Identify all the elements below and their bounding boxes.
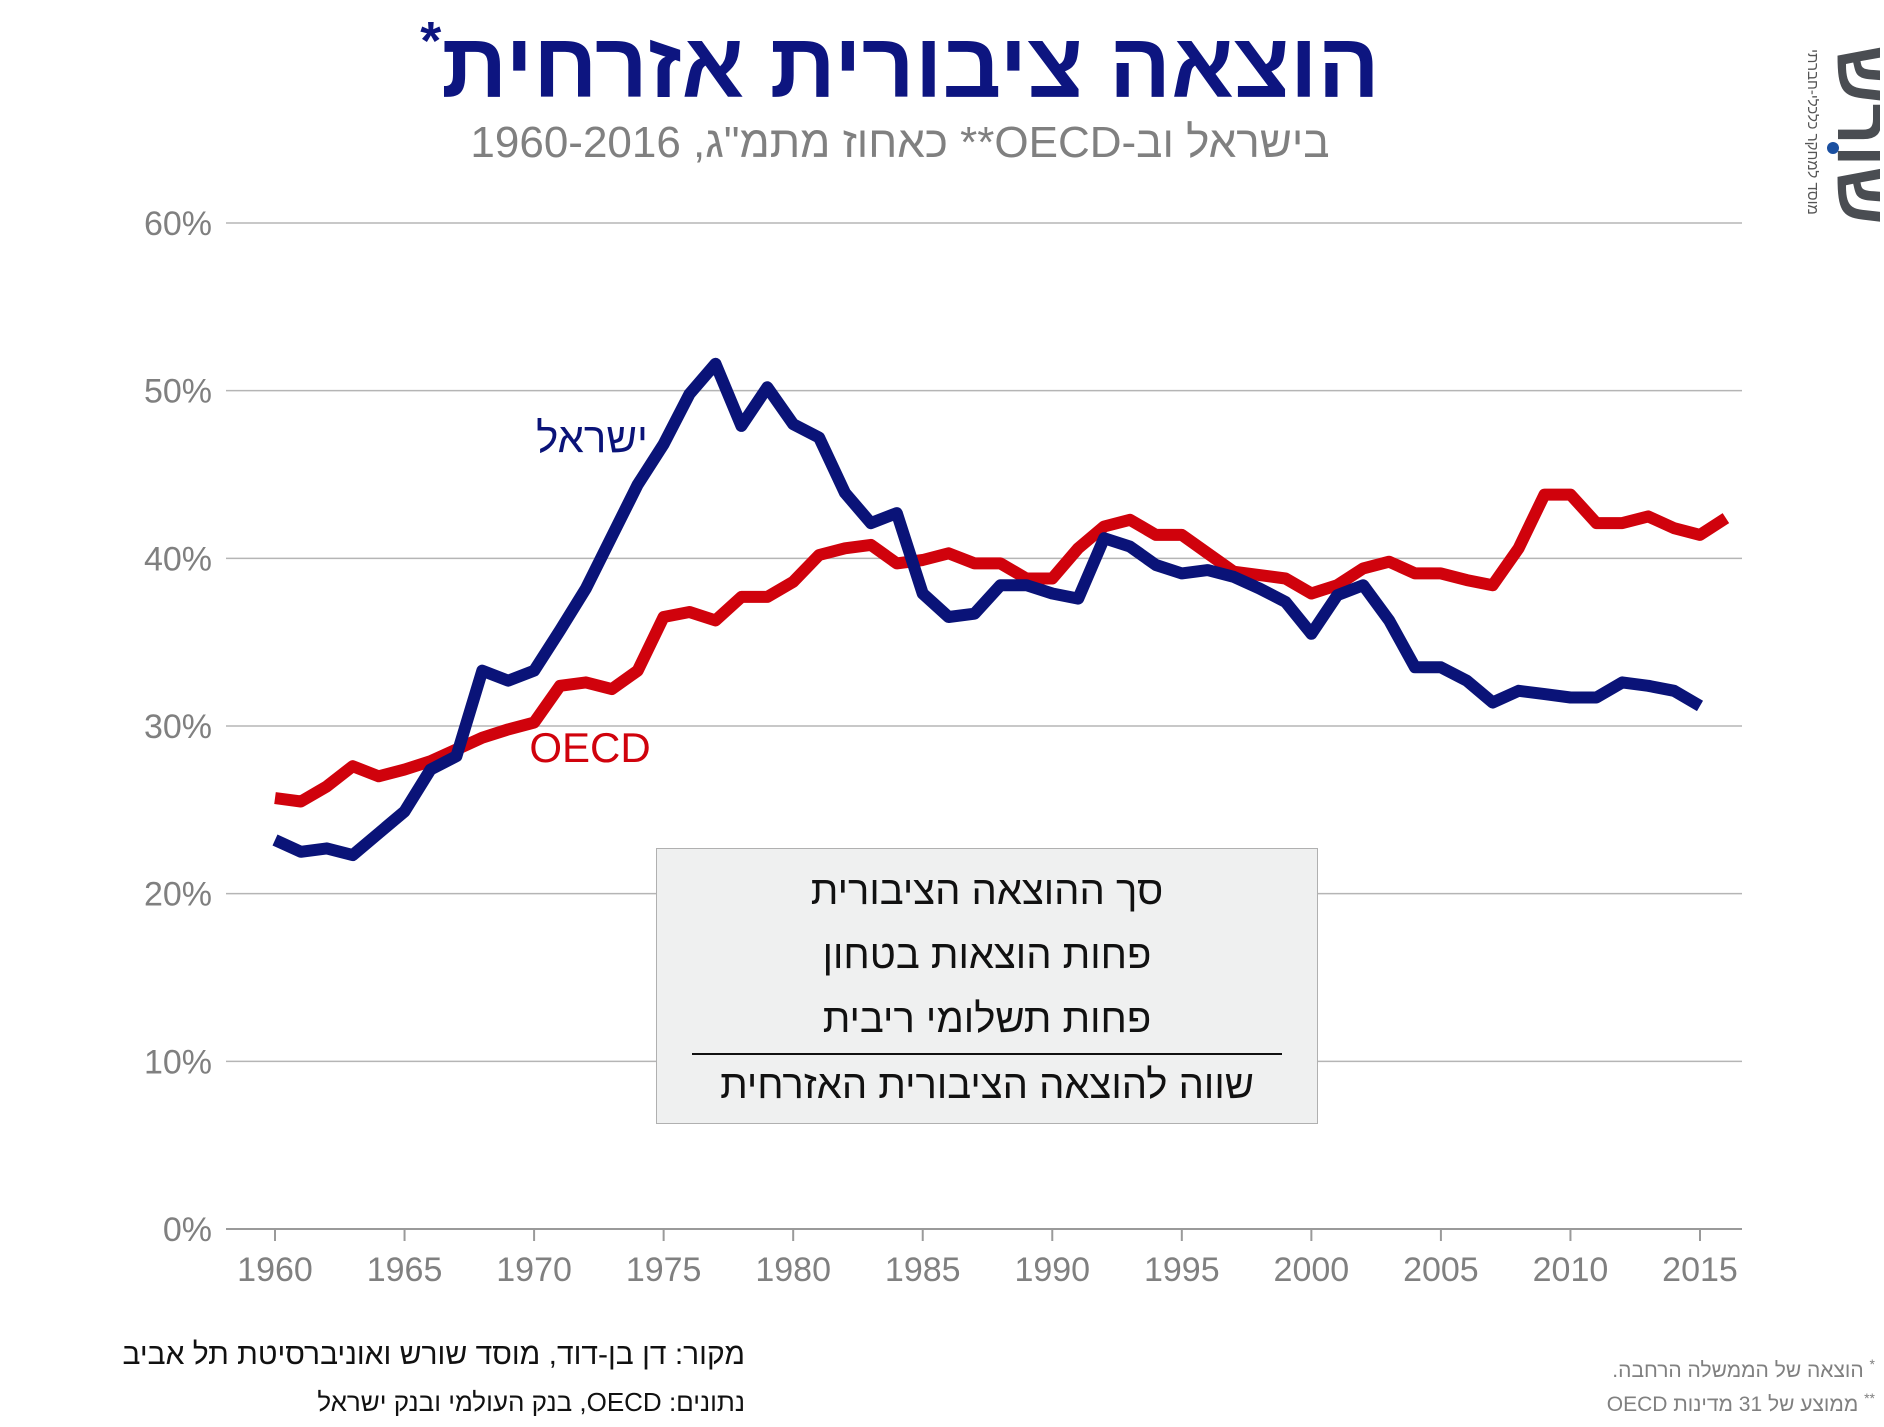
y-tick-label: 60% — [144, 205, 212, 243]
series-lines — [272, 357, 1730, 862]
footnote-2-text: ממוצע של 31 מדינות OECD — [1606, 1393, 1859, 1416]
definition-box: סך ההוצאה הציבורית פחות הוצאות בטחון פחו… — [656, 848, 1318, 1124]
y-tick-label: 10% — [144, 1043, 212, 1081]
israel-series-label: ישראל — [536, 414, 648, 461]
chart-title: הוצאה ציבורית אזרחית* — [300, 11, 1500, 119]
x-tick-label: 1990 — [1014, 1251, 1090, 1289]
x-tick-label: 1980 — [755, 1251, 831, 1289]
x-tick-label: 2005 — [1403, 1251, 1479, 1289]
logo-dot — [1827, 142, 1839, 154]
definition-line-total: סך ההוצאה הציבורית — [810, 869, 1164, 913]
footnote-2: ** ממוצע של 31 מדינות OECD — [1480, 1390, 1875, 1417]
shoresh-logo: שורש — [1822, 45, 1880, 224]
x-tick-label: 1960 — [237, 1251, 313, 1289]
source-line: מקור: דן בן-דוד, מוסד שורש ואוניברסיטת ת… — [122, 1338, 745, 1371]
x-tick-label: 2015 — [1662, 1251, 1738, 1289]
x-tick-label: 1975 — [626, 1251, 702, 1289]
y-tick-label: 20% — [144, 876, 212, 914]
y-axis-ticks: 0% 10% 20% 30% 40% 50% 60% — [144, 205, 212, 1249]
title-footnote-mark: * — [420, 11, 442, 71]
data-source-line: נתונים: OECD, בנק העולמי ובנק ישראל — [317, 1387, 745, 1417]
chart-subtitle: בישראל וב-OECD** כאחוז מתמ"ג, 1960-2016 — [470, 118, 1330, 167]
x-tick-label: 1985 — [885, 1251, 961, 1289]
logo-text: שורש — [1822, 45, 1880, 224]
logo-tagline: מוסד למחקר כלכלי-חברתי — [1804, 49, 1819, 215]
y-tick-label: 30% — [144, 708, 212, 746]
x-tick-label: 2000 — [1274, 1251, 1350, 1289]
x-tick-label: 1970 — [496, 1251, 572, 1289]
y-tick-label: 0% — [163, 1211, 212, 1249]
definition-line-interest: פחות תשלומי ריבית — [822, 997, 1152, 1041]
footnote-1-text: הוצאה של הממשלה הרחבה. — [1612, 1359, 1864, 1382]
footnote-1: * הוצאה של הממשלה הרחבה. — [1480, 1356, 1875, 1383]
definition-divider — [692, 1053, 1282, 1055]
logo-tagline-text: מוסד למחקר כלכלי-חברתי — [1804, 49, 1819, 215]
x-axis-ticks: 1960 1965 1970 1975 1980 1985 1990 1995 2000 2005… — [237, 1229, 1738, 1289]
definition-line-result: שווה להוצאה הציבורית האזרחית — [720, 1063, 1254, 1107]
y-tick-label: 50% — [144, 373, 212, 411]
footnote-1-mark: * — [1869, 1356, 1875, 1372]
series-line-oecd — [274, 488, 1730, 808]
definition-line-defense: פחות הוצאות בטחון — [822, 933, 1152, 977]
y-tick-label: 40% — [144, 540, 212, 578]
x-tick-label: 1995 — [1144, 1251, 1220, 1289]
x-tick-label: 1965 — [367, 1251, 443, 1289]
oecd-series-label: OECD — [529, 724, 650, 771]
title-text: הוצאה ציבורית אזרחית — [441, 15, 1380, 117]
footnote-2-mark: ** — [1864, 1390, 1875, 1406]
series-line-israel — [272, 357, 1704, 862]
x-tick-label: 2010 — [1533, 1251, 1609, 1289]
